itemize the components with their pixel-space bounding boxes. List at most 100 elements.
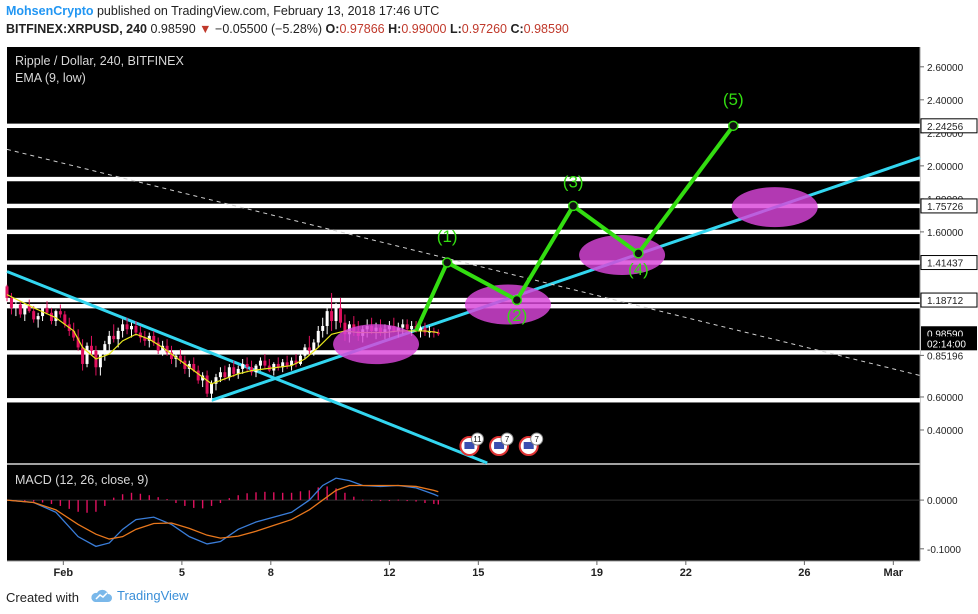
candle-body xyxy=(276,363,280,368)
candle-body xyxy=(72,330,76,338)
tradingview-link[interactable]: TradingView xyxy=(90,588,189,603)
macd-histogram-bar xyxy=(397,499,399,501)
candle-body xyxy=(405,324,409,330)
publish-line: MohsenCrypto published on TradingView.co… xyxy=(6,4,439,18)
candle-body xyxy=(290,360,294,366)
candle-body xyxy=(254,365,258,373)
event-count: 7 xyxy=(534,435,539,444)
candle-body xyxy=(410,325,414,330)
macd-histogram-bar xyxy=(353,496,355,501)
macd-pane[interactable] xyxy=(7,465,920,561)
y-tick-label: 2.60000 xyxy=(927,63,964,74)
x-tick-label: 22 xyxy=(680,567,692,579)
candle-body xyxy=(183,360,187,369)
candle-body xyxy=(5,286,9,298)
candle-body xyxy=(187,363,191,369)
event-count: 11 xyxy=(473,435,482,444)
x-tick-label: 15 xyxy=(472,567,484,579)
open-label: O: xyxy=(325,22,340,36)
macd-histogram-bar xyxy=(184,500,186,506)
level-line xyxy=(7,297,920,303)
wave-label: (3) xyxy=(563,172,584,191)
macd-y-tick-label: 0.0000 xyxy=(927,496,958,507)
macd-histogram-bar xyxy=(193,500,195,508)
macd-histogram-bar xyxy=(148,495,150,501)
badge-bubble xyxy=(530,432,544,446)
y-tick-label: 0.85196 xyxy=(927,351,964,362)
wave-pivot xyxy=(728,120,739,132)
candle-body xyxy=(298,355,302,364)
macd-histogram-bar xyxy=(59,500,62,506)
macd-histogram-bar xyxy=(68,500,70,509)
candle-body xyxy=(36,316,40,320)
wave-pivot xyxy=(441,257,453,268)
flag-field xyxy=(464,442,475,449)
candle-body xyxy=(343,322,347,335)
macd-histogram-bar xyxy=(308,490,311,501)
candle-body xyxy=(227,367,231,378)
candle-body xyxy=(223,372,227,378)
x-tick-label: 19 xyxy=(591,567,603,579)
candle-body xyxy=(281,362,285,368)
level-line xyxy=(7,398,920,403)
tradingview-brand: TradingView xyxy=(117,588,189,603)
candle-body xyxy=(27,306,31,312)
macd-histogram-bar xyxy=(344,492,346,501)
macd-histogram-bar xyxy=(201,500,204,509)
macd-histogram-bar xyxy=(121,494,124,501)
macd-histogram-bar xyxy=(424,500,426,504)
level-line xyxy=(7,123,920,129)
y-tick-label: 2.40000 xyxy=(927,96,964,107)
macd-histogram-bar xyxy=(370,500,373,502)
price-label-box xyxy=(921,336,977,351)
badge-bubble xyxy=(470,432,484,446)
candle-body xyxy=(294,360,298,364)
candle-body xyxy=(152,335,156,343)
candle-body xyxy=(245,363,249,368)
chart-area[interactable]: (1) (2) (3) (4) (5) 11 7 7 2.60000 2.40000 2.200… xyxy=(0,44,978,584)
tradingview-cloud-icon xyxy=(91,589,112,602)
y-tick-label: 0.60000 xyxy=(927,393,964,404)
wave-pivot xyxy=(633,248,644,259)
candle-body xyxy=(236,368,240,374)
macd-histogram-bar xyxy=(50,500,53,504)
level-line xyxy=(7,203,920,209)
candle-body xyxy=(107,335,111,345)
symbol-label: BITFINEX:XRPUSD, 240 xyxy=(6,22,148,36)
candle-body xyxy=(258,360,262,366)
elliott-wave-path xyxy=(414,124,735,332)
footer: Created with TradingView xyxy=(0,584,978,614)
macd-histogram-bar xyxy=(281,492,284,501)
macd-histogram-bar xyxy=(406,500,408,502)
macd-histogram-bar xyxy=(299,491,302,501)
macd-histogram-bar xyxy=(290,492,293,501)
macd-histogram-bar xyxy=(130,492,133,501)
candle-body xyxy=(401,324,405,328)
candle-body xyxy=(85,345,89,364)
macd-histogram-bar xyxy=(415,500,417,502)
macd-histogram-bar xyxy=(264,491,266,501)
x-tick-label: 26 xyxy=(798,567,810,579)
candle-body xyxy=(250,367,254,373)
candle-body xyxy=(263,360,267,366)
candle-body xyxy=(130,325,133,330)
candle-body xyxy=(134,325,138,333)
candle-body xyxy=(232,367,236,374)
macd-histogram-bar xyxy=(175,500,177,504)
macd-histogram-bar xyxy=(326,486,328,501)
candle-body xyxy=(178,355,182,361)
candle-body xyxy=(218,372,222,378)
price-label-box xyxy=(920,255,978,271)
candle-body xyxy=(121,324,125,331)
candle-body xyxy=(9,297,13,308)
chart-svg[interactable]: (1) (2) (3) (4) (5) 11 7 7 2.60000 2.40000 2.200… xyxy=(0,44,978,584)
author-name[interactable]: MohsenCrypto xyxy=(6,4,94,18)
candle-body xyxy=(23,306,27,315)
price-pane[interactable] xyxy=(7,47,920,463)
candle-body xyxy=(147,335,151,341)
flag-field xyxy=(494,442,505,449)
candle-body xyxy=(89,345,93,351)
macd-histogram-bar xyxy=(86,500,88,513)
candle-body xyxy=(112,335,116,340)
macd-legend: MACD (12, 26, close, 9) xyxy=(15,473,148,487)
